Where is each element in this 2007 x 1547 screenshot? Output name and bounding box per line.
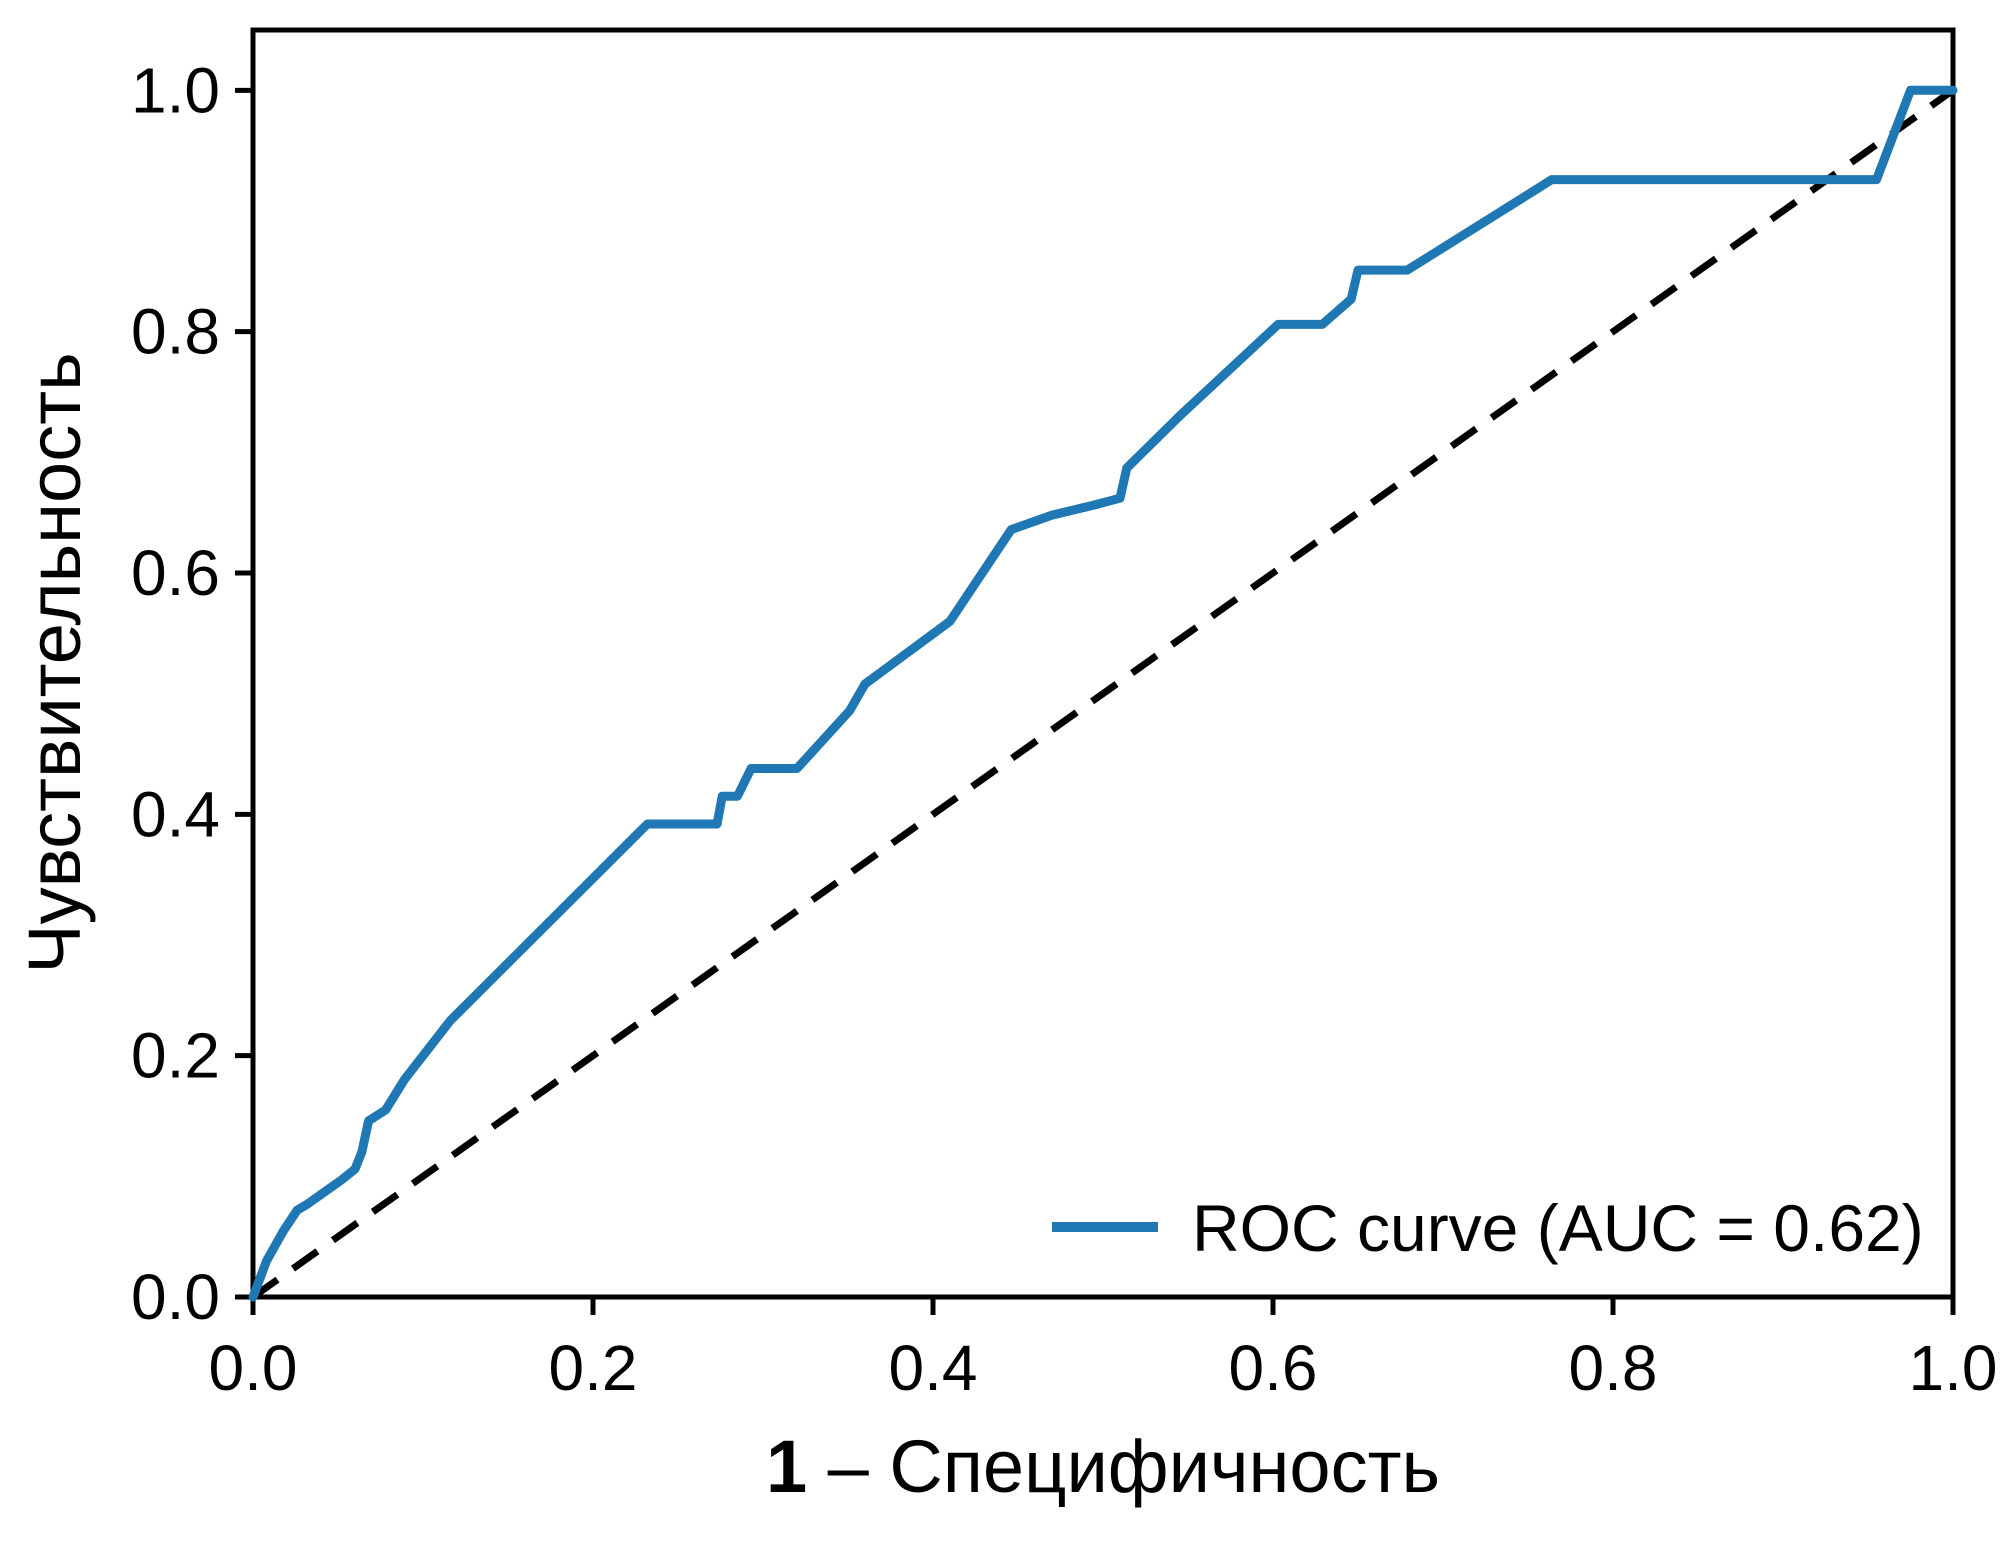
- y-tick-label: 0.0: [131, 1261, 220, 1333]
- plot-frame: [250, 27, 1956, 1300]
- y-tick-label: 0.6: [131, 537, 220, 609]
- x-tick-label: 0.8: [1569, 1332, 1658, 1404]
- x-axis-ticks: 0.0 0.2 0.4 0.6 0.8 1.0: [209, 1297, 1998, 1404]
- y-axis-ticks: 0.0 0.2 0.4 0.6 0.8 1.0: [131, 54, 253, 1333]
- roc-curve-line: [248, 85, 1958, 1302]
- x-axis-title-rest-part: – Специфичность: [807, 1425, 1440, 1508]
- x-tick-label: 1.0: [1909, 1332, 1998, 1404]
- x-tick-label: 0.4: [889, 1332, 978, 1404]
- x-axis-title-bold-part: 1: [766, 1425, 807, 1508]
- y-axis-title: Чувствительность: [13, 352, 96, 973]
- y-tick-label: 0.2: [131, 1020, 220, 1092]
- y-tick-label: 0.8: [131, 296, 220, 368]
- y-tick-label: 0.4: [131, 778, 220, 850]
- legend-roc-label: ROC curve (AUC = 0.62): [1192, 1191, 1924, 1265]
- x-tick-label: 0.6: [1229, 1332, 1318, 1404]
- x-axis-title: 1 – Специфичность: [766, 1425, 1440, 1508]
- x-tick-label: 0.0: [209, 1332, 298, 1404]
- x-tick-label: 0.2: [549, 1332, 638, 1404]
- y-tick-label: 1.0: [131, 54, 220, 126]
- chance-diagonal-line: [250, 87, 1956, 1300]
- legend: ROC curve (AUC = 0.62): [1052, 1191, 1924, 1265]
